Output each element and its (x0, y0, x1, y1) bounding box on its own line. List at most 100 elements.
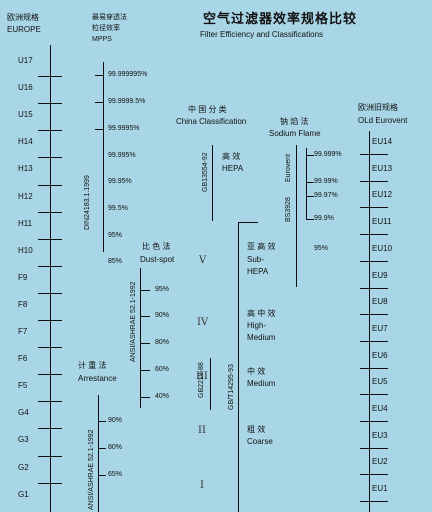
europe-class-h11: H11 (18, 218, 33, 228)
europe-separator (38, 130, 62, 132)
eurovent-separator (360, 340, 388, 342)
china-high-cn: 高 中 效 (247, 309, 276, 318)
europe-class-f8: F8 (18, 299, 28, 309)
europe-separator (38, 265, 62, 267)
mpps-label-en: MPPS (92, 36, 112, 43)
eurovent-separator (360, 501, 388, 503)
arrestance-value: 80% (108, 444, 123, 451)
mpps-tick (95, 75, 104, 76)
arrestance-label-cn: 计 重 法 (78, 361, 107, 370)
sodium-std2: Eurovent (285, 153, 292, 182)
china-sub-en1: Sub- (247, 255, 264, 264)
mpps-value: 99.9999.5% (108, 98, 146, 105)
china-roman-iv: IV (197, 317, 209, 328)
china-hepa-cn: 高 效 (222, 152, 241, 161)
europe-separator (38, 103, 62, 105)
sodium-label-en: Sodium Flame (269, 129, 321, 138)
eurovent-class-eu6: EU6 (372, 350, 388, 360)
eurovent-separator (360, 314, 388, 316)
china-sub-cn: 亚 高 效 (247, 242, 276, 251)
mpps-value: 99.95% (108, 178, 132, 185)
china-high-en2: Medium (247, 333, 276, 342)
sodium-axis-line (296, 145, 297, 287)
europe-class-f6: F6 (18, 354, 28, 364)
sodium-inner-line (306, 148, 307, 220)
eurovent-separator (360, 421, 388, 422)
eurovent-separator (360, 367, 388, 369)
eurovent-class-eu10: EU10 (372, 243, 393, 253)
europe-class-g3: G3 (18, 435, 29, 445)
china-hepa-en: HEPA (222, 164, 244, 173)
sodium-value: 99.999% (314, 151, 342, 158)
europe-class-f7: F7 (18, 327, 28, 336)
dustspot-tick (140, 370, 150, 371)
europe-class-g2: G2 (18, 462, 29, 472)
sodium-value: 99.9% (314, 215, 334, 222)
dustspot-tick (140, 343, 150, 344)
dustspot-tick (140, 290, 150, 291)
arrestance-axis-line (98, 395, 99, 512)
eurovent-label-en: OLd Eurovent (358, 116, 408, 125)
eurovent-separator (360, 260, 388, 262)
sodium-std1: BS3928 (285, 197, 292, 222)
china-coarse-en: Coarse (247, 437, 273, 446)
eurovent-separator (360, 474, 388, 476)
sodium-tick (306, 219, 314, 220)
europe-class-u15: U15 (18, 110, 33, 120)
arrestance-tick (98, 475, 106, 476)
arrestance-tick (98, 421, 106, 422)
arrestance-value: 90% (108, 417, 123, 424)
mpps-value: 85% (108, 258, 123, 265)
eurovent-class-eu14: EU14 (372, 137, 393, 146)
eurovent-class-eu2: EU2 (372, 457, 388, 467)
europe-separator (38, 211, 62, 213)
china-sub-en2: HEPA (247, 267, 269, 276)
mpps-value: 99.5% (108, 205, 128, 212)
europe-axis-line (50, 45, 51, 512)
page-title-cn: 空气过滤器效率规格比较 (203, 11, 358, 26)
europe-class-f5: F5 (18, 381, 28, 391)
europe-class-h14: H14 (18, 137, 33, 147)
mpps-tick (95, 102, 104, 103)
europe-class-g1: G1 (18, 489, 29, 499)
europe-class-f9: F9 (18, 272, 28, 282)
china-high-en1: High- (247, 321, 267, 330)
mpps-value: 99.999995% (108, 71, 148, 78)
europe-class-h12: H12 (18, 191, 33, 201)
dustspot-value: 80% (155, 339, 170, 346)
europe-separator (38, 401, 62, 403)
europe-separator (38, 238, 62, 240)
sodium-tick (306, 196, 314, 197)
eurovent-separator (360, 287, 388, 289)
eurovent-class-eu12: EU12 (372, 190, 393, 200)
europe-label-en: EUROPE (7, 25, 41, 34)
mpps-value: 95% (108, 232, 123, 239)
eurovent-class-eu9: EU9 (372, 270, 388, 280)
europe-separator (38, 482, 62, 484)
mpps-standard: DIN24183.1.1999 (84, 175, 91, 230)
china-main-tick (238, 222, 258, 223)
china-roman-iii: III (196, 371, 208, 382)
eurovent-class-eu13: EU13 (372, 163, 393, 173)
europe-class-h13: H13 (18, 164, 33, 174)
europe-separator (38, 455, 62, 457)
dustspot-tick (140, 397, 150, 398)
dustspot-value: 95% (155, 286, 170, 293)
sodium-value: 95% (314, 245, 329, 252)
china-med-cn: 中 效 (247, 367, 266, 376)
europe-separator (38, 76, 62, 78)
europe-class-u16: U16 (18, 83, 33, 93)
dustspot-label-en: Dust-spot (140, 255, 175, 264)
eurovent-class-eu7: EU7 (372, 323, 388, 333)
europe-separator (38, 428, 62, 430)
china-med-en: Medium (247, 379, 276, 388)
page-title-en: Filter Efficiency and Classifications (200, 30, 324, 39)
eurovent-class-eu11: EU11 (372, 217, 392, 227)
eurovent-class-eu4: EU4 (372, 404, 388, 413)
europe-separator (38, 347, 62, 349)
arrestance-value: 65% (108, 471, 123, 478)
china-std-hepa: GB13554-92 (202, 152, 209, 192)
dustspot-value: 90% (155, 312, 170, 319)
dustspot-value: 40% (155, 393, 170, 400)
